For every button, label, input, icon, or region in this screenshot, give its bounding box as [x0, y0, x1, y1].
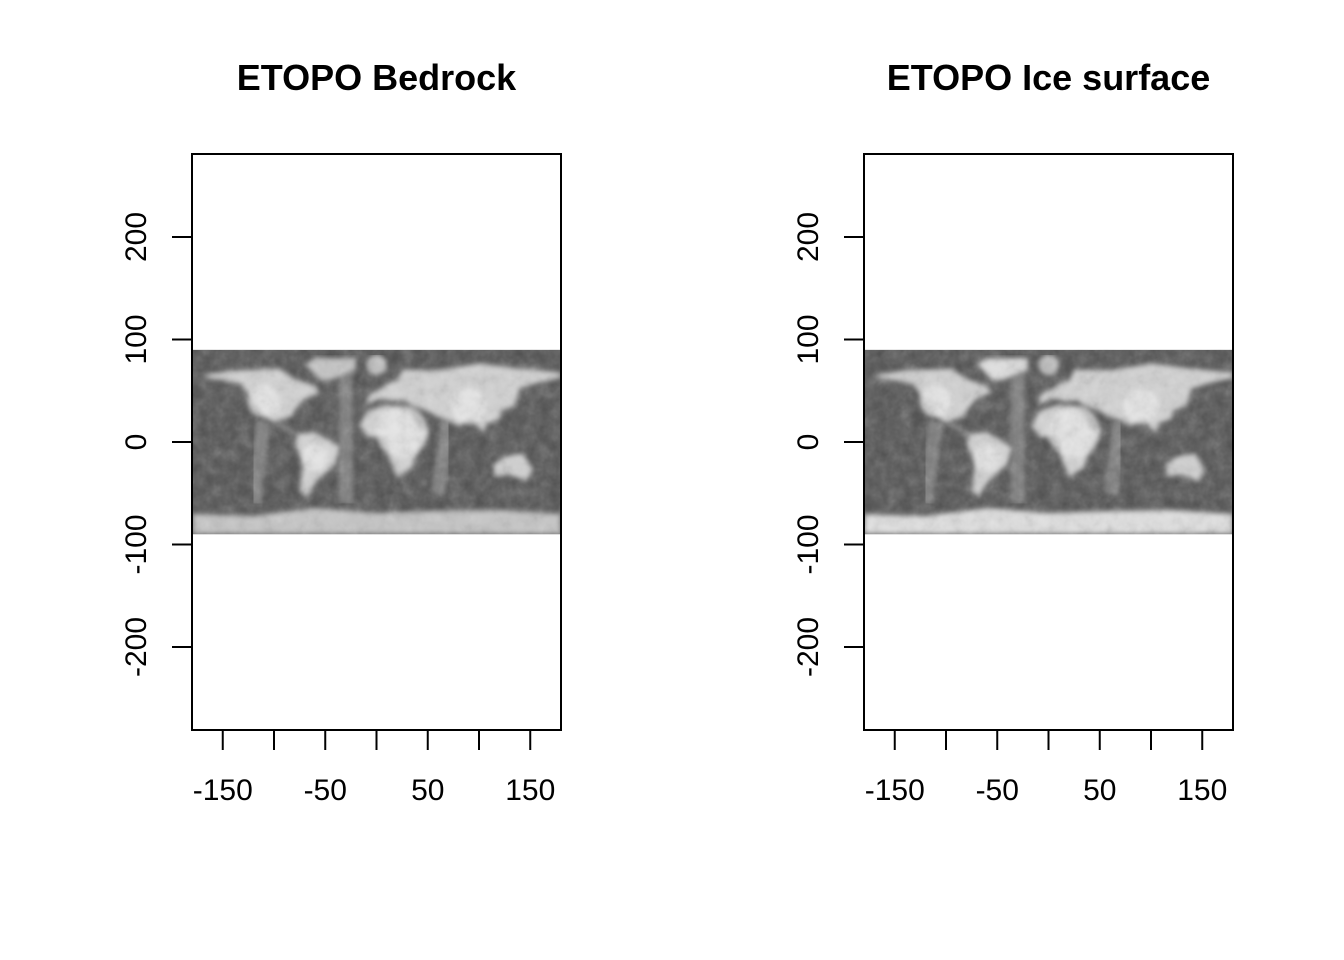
- y-tick-label: 100: [792, 314, 825, 364]
- elevation-raster: [192, 349, 561, 535]
- y-tick-label: -200: [120, 617, 153, 677]
- x-tick-label: -50: [304, 774, 347, 807]
- y-tick-label: 200: [120, 212, 153, 262]
- x-tick-label: -150: [193, 774, 253, 807]
- panel-ice-surface: ETOPO Ice surface -150 -50 50 150 -200 -100 0…: [792, 57, 1234, 807]
- y-tick-label: -100: [120, 514, 153, 574]
- y-axis: -200 -100 0 100 200: [792, 212, 864, 677]
- x-tick-label: 50: [411, 774, 444, 807]
- y-axis: -200 -100 0 100 200: [120, 212, 192, 677]
- x-tick-label: 50: [1083, 774, 1116, 807]
- terrain-texture: [864, 349, 1233, 535]
- panel-bedrock: ETOPO Bedrock -150 -50 50 150 -200 -100 0 100 2…: [120, 57, 562, 807]
- y-tick-label: 0: [792, 434, 825, 451]
- chart-title: ETOPO Bedrock: [237, 57, 517, 98]
- y-tick-label: 0: [120, 434, 153, 451]
- elevation-raster: [864, 349, 1233, 535]
- x-tick-label: 150: [505, 774, 555, 807]
- x-axis: -150 -50 50 150: [865, 729, 1227, 807]
- x-axis: -150 -50 50 150: [193, 729, 555, 807]
- y-tick-label: 100: [120, 314, 153, 364]
- y-tick-label: -100: [792, 514, 825, 574]
- x-tick-label: -50: [976, 774, 1019, 807]
- terrain-texture: [192, 349, 561, 535]
- x-tick-label: -150: [865, 774, 925, 807]
- x-tick-label: 150: [1177, 774, 1227, 807]
- y-tick-label: 200: [792, 212, 825, 262]
- chart-title: ETOPO Ice surface: [887, 57, 1211, 98]
- y-tick-label: -200: [792, 617, 825, 677]
